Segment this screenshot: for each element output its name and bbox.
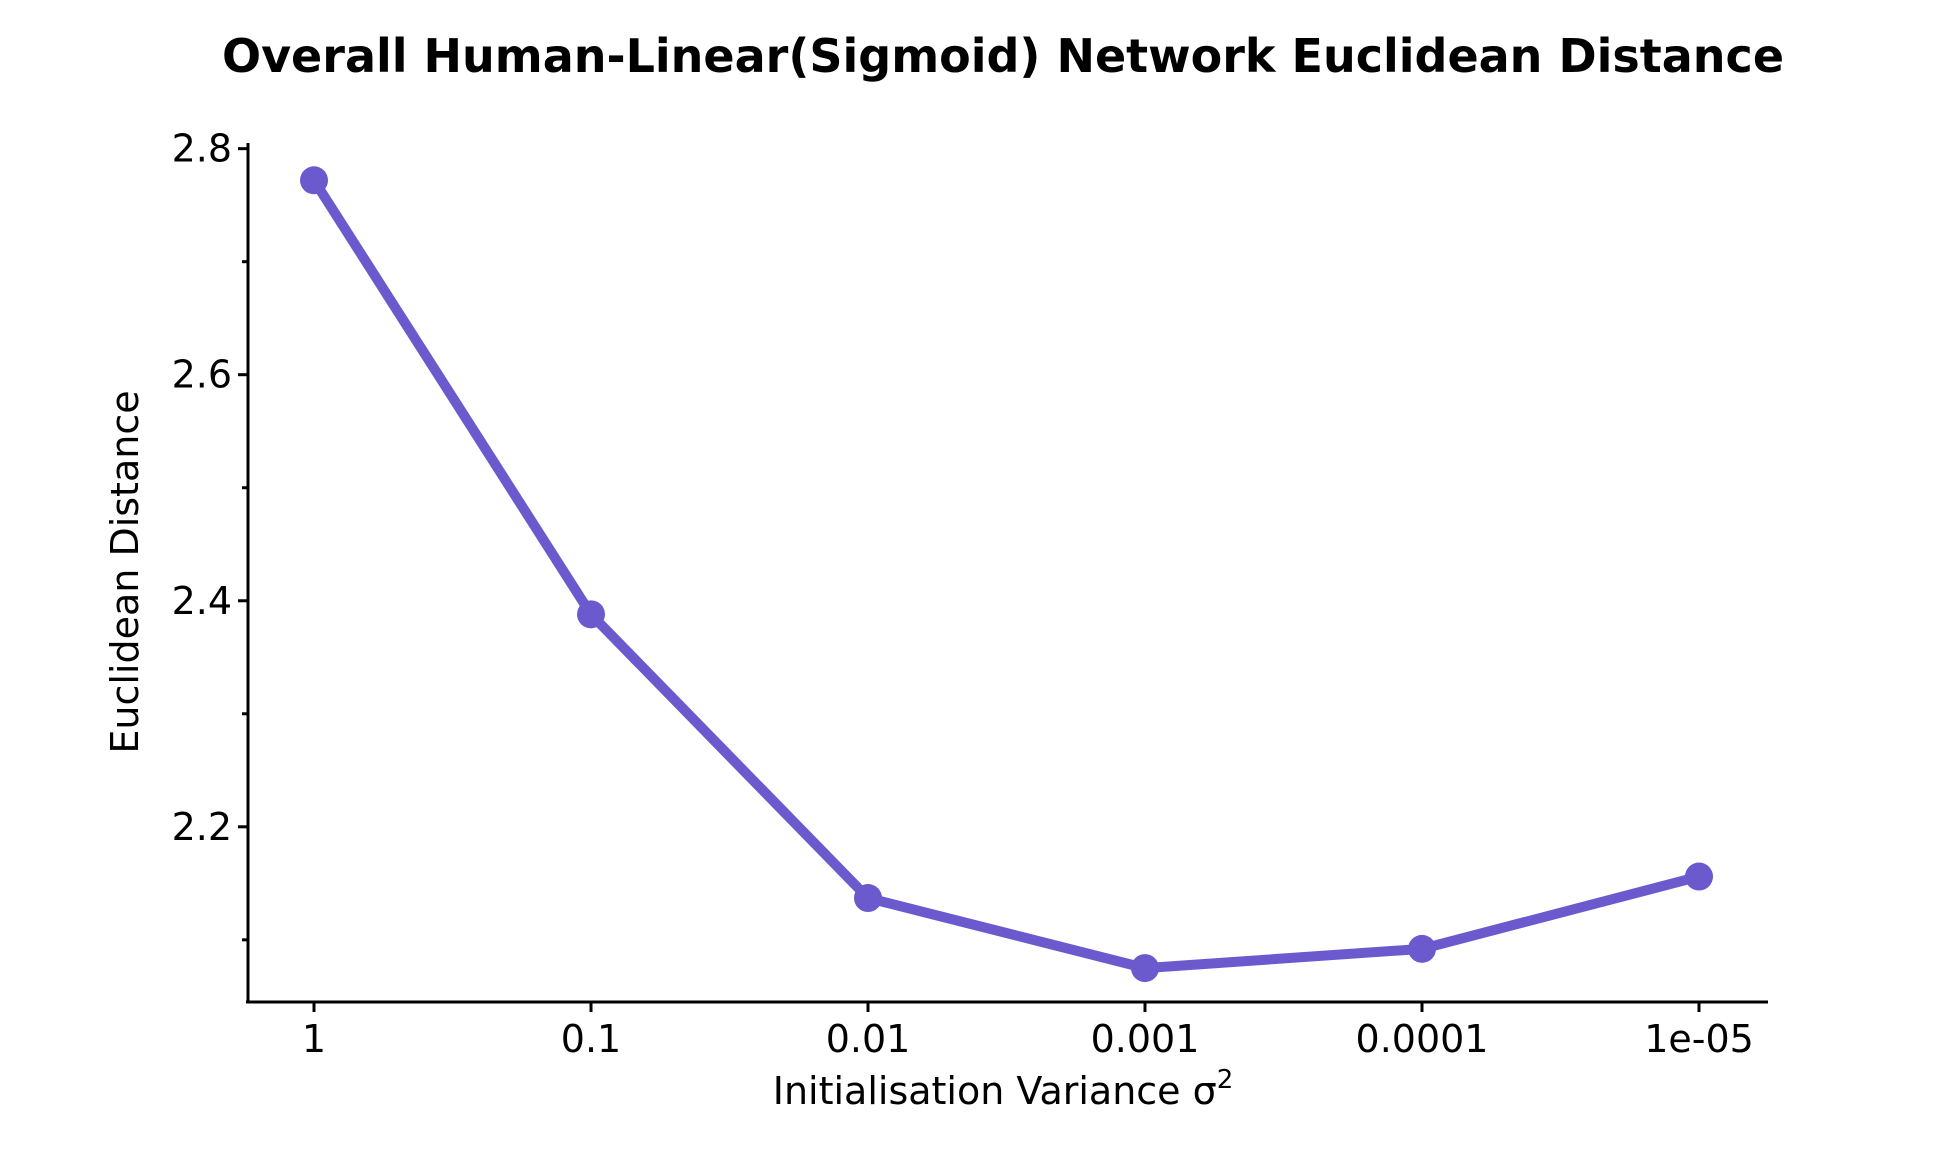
series-group bbox=[300, 166, 1713, 983]
data-point bbox=[1408, 934, 1436, 963]
data-point bbox=[577, 600, 605, 629]
x-tick-label: 0.001 bbox=[1091, 1017, 1200, 1061]
y-tick-label: 2.8 bbox=[172, 127, 232, 171]
y-tick-label: 2.6 bbox=[172, 353, 232, 397]
x-tick-label: 1e-05 bbox=[1644, 1017, 1754, 1061]
x-axis-label-superscript: 2 bbox=[1217, 1065, 1234, 1095]
x-tick-label: 0.01 bbox=[826, 1017, 911, 1061]
series-line bbox=[309, 175, 1704, 974]
x-tick-label: 1 bbox=[302, 1017, 326, 1061]
data-point bbox=[854, 884, 882, 913]
data-point bbox=[1131, 954, 1159, 983]
y-tick-label: 2.4 bbox=[172, 579, 232, 623]
data-point bbox=[300, 166, 328, 195]
x-axis-label: Initialisation Variance σ2 bbox=[773, 1065, 1234, 1113]
data-point bbox=[1685, 862, 1713, 891]
x-ticks: 1 0.1 0.01 0.001 0.0001 1e-05 bbox=[302, 1002, 1754, 1061]
x-tick-label: 0.0001 bbox=[1356, 1017, 1489, 1061]
x-tick-label: 0.1 bbox=[561, 1017, 621, 1061]
y-tick-label: 2.2 bbox=[172, 805, 232, 849]
axes bbox=[246, 143, 1768, 1004]
y-axis-label: Euclidean Distance bbox=[103, 390, 147, 753]
y-ticks: 2.2 2.4 2.6 2.8 bbox=[172, 127, 248, 942]
chart-title: Overall Human-Linear(Sigmoid) Network Eu… bbox=[222, 29, 1784, 83]
x-axis-label-main: Initialisation Variance σ bbox=[773, 1069, 1217, 1113]
